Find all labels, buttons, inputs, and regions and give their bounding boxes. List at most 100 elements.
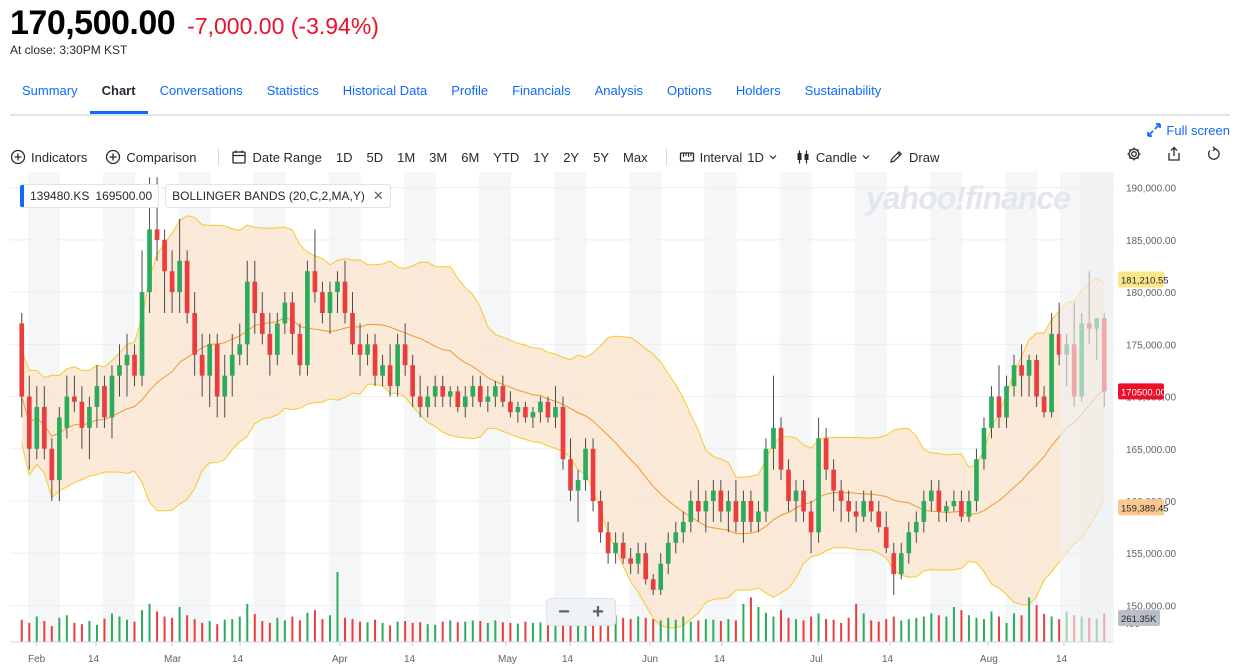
tab-sustainability[interactable]: Sustainability bbox=[804, 83, 882, 98]
range-button-1m[interactable]: 1M bbox=[397, 149, 416, 165]
candle-body bbox=[432, 386, 438, 397]
tab-analysis[interactable]: Analysis bbox=[594, 83, 644, 98]
candle bbox=[365, 333, 370, 366]
draw-button[interactable]: Draw bbox=[888, 149, 939, 165]
candle bbox=[951, 490, 957, 512]
price-chart[interactable]: 190,000.00 185,000.00 180,000.00 175,000.00… bbox=[10, 172, 1230, 672]
candle bbox=[1056, 302, 1062, 366]
candle bbox=[327, 281, 333, 334]
tab-summary[interactable]: Summary bbox=[22, 83, 78, 98]
candle-body bbox=[147, 229, 152, 293]
candle bbox=[275, 313, 280, 366]
candle-body bbox=[605, 532, 611, 554]
candle bbox=[1041, 386, 1047, 418]
range-button-6m[interactable]: 6M bbox=[461, 149, 480, 165]
candle-body bbox=[252, 281, 258, 313]
candle-body bbox=[372, 344, 378, 376]
candle bbox=[124, 333, 130, 397]
remove-indicator-icon[interactable]: ✕ bbox=[372, 188, 384, 203]
candle-body bbox=[380, 365, 385, 376]
volume-bar bbox=[907, 619, 910, 642]
volume-bar bbox=[1028, 597, 1031, 642]
range-button-max[interactable]: Max bbox=[623, 149, 648, 165]
tab-profile[interactable]: Profile bbox=[451, 83, 489, 98]
candle-body bbox=[508, 401, 513, 413]
candle bbox=[1049, 313, 1054, 418]
tab-statistics[interactable]: Statistics bbox=[266, 83, 319, 98]
candle-body bbox=[703, 501, 709, 512]
calendar-icon bbox=[232, 150, 247, 164]
range-button-3m[interactable]: 3M bbox=[429, 149, 448, 165]
zoom-out-button[interactable]: − bbox=[558, 600, 570, 623]
candle bbox=[816, 417, 821, 543]
range-button-5d[interactable]: 5D bbox=[366, 149, 384, 165]
reset-icon[interactable] bbox=[1206, 146, 1222, 162]
range-button-5y[interactable]: 5Y bbox=[593, 149, 610, 165]
tab-holders[interactable]: Holders bbox=[735, 83, 781, 98]
interval-button[interactable]: Interval 1D bbox=[679, 149, 777, 165]
range-button-ytd[interactable]: YTD bbox=[493, 149, 520, 165]
volume-bar bbox=[682, 616, 685, 642]
candle bbox=[628, 548, 633, 575]
candle-body bbox=[222, 375, 228, 397]
x-tick-label: 14 bbox=[714, 654, 726, 665]
volume-bar bbox=[366, 622, 369, 642]
price-tag-bg bbox=[1118, 383, 1164, 400]
symbol-legend[interactable]: 139480.KS 169500.00 bbox=[20, 184, 160, 208]
indicators-button[interactable]: Indicators bbox=[10, 149, 87, 165]
candle bbox=[395, 333, 400, 397]
fullscreen-button[interactable]: Full screen bbox=[1146, 122, 1230, 138]
tab-options[interactable]: Options bbox=[667, 83, 712, 98]
candle bbox=[79, 386, 85, 449]
toolbar-divider bbox=[218, 148, 220, 166]
candle-body bbox=[207, 344, 213, 376]
candle bbox=[267, 313, 273, 376]
range-button-1y[interactable]: 1Y bbox=[533, 149, 550, 165]
candle bbox=[109, 365, 115, 439]
candle bbox=[49, 438, 55, 501]
price-tag-text: 181,210.55 bbox=[1121, 275, 1169, 286]
x-tick-label: 14 bbox=[404, 654, 416, 665]
range-button-2y[interactable]: 2Y bbox=[563, 149, 580, 165]
price-tag-last-price: 170500.00 bbox=[1118, 383, 1166, 400]
date-range-button[interactable]: Date Range bbox=[231, 149, 322, 165]
candle bbox=[387, 344, 393, 397]
plus-circle-icon bbox=[10, 149, 26, 165]
volume-bar bbox=[43, 621, 46, 642]
tab-historical-data[interactable]: Historical Data bbox=[342, 83, 428, 98]
volume-bar bbox=[1043, 614, 1046, 642]
volume-bar bbox=[133, 621, 136, 642]
comparison-button[interactable]: Comparison bbox=[105, 149, 196, 165]
candle bbox=[650, 574, 656, 595]
toolbar-divider bbox=[665, 148, 667, 166]
y-tick-label: 165,000.00 bbox=[1126, 445, 1176, 456]
candle-body bbox=[485, 396, 491, 402]
tab-chart[interactable]: Chart bbox=[89, 78, 148, 114]
candle bbox=[913, 511, 919, 543]
volume-bar bbox=[1035, 605, 1038, 642]
candle-body bbox=[1019, 365, 1024, 376]
range-buttons: 1D 5D 1M 3M 6M YTD 1Y 2Y 5Y Max bbox=[336, 150, 662, 165]
share-icon[interactable] bbox=[1166, 146, 1182, 162]
tab-financials[interactable]: Financials bbox=[512, 83, 571, 98]
quote-header: 170,500.00 -7,000.00 (-3.94%) At close: … bbox=[10, 4, 379, 57]
chart-area[interactable]: 190,000.00 185,000.00 180,000.00 175,000.00… bbox=[10, 172, 1230, 672]
candle-body bbox=[598, 501, 603, 533]
range-button-1d[interactable]: 1D bbox=[335, 149, 353, 165]
volume-bar bbox=[862, 613, 865, 642]
volume-bar bbox=[599, 619, 602, 642]
volume-bar bbox=[141, 610, 144, 642]
candle-body bbox=[335, 281, 340, 293]
chart-type-button[interactable]: Candle bbox=[795, 149, 870, 165]
x-tick-label: Feb bbox=[28, 654, 46, 665]
gear-icon[interactable] bbox=[1126, 146, 1142, 162]
indicator-legend[interactable]: BOLLINGER BANDS (20,C,2,MA,Y) ✕ bbox=[165, 184, 391, 208]
zoom-in-button[interactable]: + bbox=[592, 600, 604, 623]
candle bbox=[132, 344, 137, 387]
candle bbox=[222, 354, 228, 418]
candle bbox=[199, 333, 205, 397]
candle-body bbox=[237, 344, 243, 355]
tab-conversations[interactable]: Conversations bbox=[159, 83, 243, 98]
candle-body bbox=[244, 281, 250, 345]
pencil-icon bbox=[890, 150, 903, 163]
